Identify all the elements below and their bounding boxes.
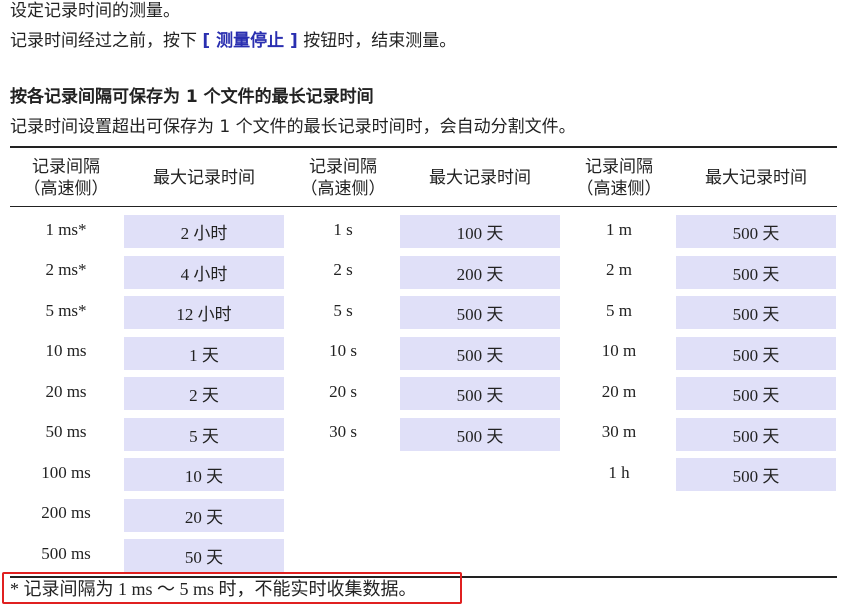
header-text: 记录间隔 (585, 157, 653, 177)
interval-cell: 5 s (333, 300, 353, 320)
max-time-cell: 2 小时 (124, 215, 284, 248)
interval-cell: 20 m (601, 381, 637, 401)
interval-cell: 200 ms (41, 503, 91, 522)
header-interval: 记录间隔 （高速侧） (288, 152, 398, 204)
intro-text: 记录时间经过之前，按下 (10, 31, 203, 51)
interval-cell: 100 ms (41, 462, 91, 482)
table-bottom-rule (10, 576, 837, 578)
interval-cell: 30 s (329, 422, 357, 441)
max-time-cell: 500 天 (400, 336, 560, 370)
max-time-cell: 500 天 (400, 417, 560, 451)
interval-cell: 20 s (329, 381, 357, 401)
max-time-cell: 5 天 (124, 417, 284, 451)
header-text: 记录间隔 (309, 157, 377, 177)
interval-cell: 1 h (608, 462, 630, 482)
max-time-cell: 2 天 (124, 377, 284, 410)
interval-cell: 10 s (329, 341, 357, 360)
intro-line-1: 设定记录时间的测量。 (10, 1, 180, 21)
max-time-cell: 500 天 (676, 296, 836, 329)
interval-cell: 5 ms* (45, 300, 87, 320)
interval-cell: 2 m (606, 260, 632, 279)
interval-cell: 5 m (606, 300, 632, 320)
interval-cell: 2 s (333, 260, 353, 279)
interval-cell: 10 m (601, 341, 637, 360)
interval-cell: 1 ms* (45, 219, 87, 239)
header-interval: 记录间隔 （高速侧） (564, 152, 674, 204)
max-time-cell: 20 天 (124, 498, 284, 532)
section-description: 记录时间设置超出可保存为 1 个文件的最长记录时间时，会自动分割文件。 (10, 117, 576, 137)
footnote: * 记录间隔为 1 ms ～ 5 ms 时，不能实时收集数据。 (2, 572, 462, 604)
max-time-cell: 500 天 (676, 255, 836, 289)
max-time-cell: 12 小时 (124, 296, 284, 329)
table-top-rule (10, 146, 837, 148)
header-max-time: 最大记录时间 (429, 168, 531, 188)
table-header-rule (10, 206, 837, 207)
max-time-cell: 500 天 (400, 377, 560, 410)
max-time-cell: 500 天 (676, 215, 836, 248)
interval-cell: 20 ms (45, 381, 87, 401)
max-time-cell: 1 天 (124, 336, 284, 370)
max-time-cell: 500 天 (676, 458, 836, 491)
max-time-cell: 500 天 (400, 296, 560, 329)
interval-cell: 500 ms (41, 543, 91, 563)
max-time-cell: 500 天 (676, 377, 836, 410)
max-time-cell: 100 天 (400, 215, 560, 248)
interval-cell: 50 ms (45, 422, 87, 441)
interval-cell: 1 m (606, 219, 632, 239)
interval-cell: 30 m (601, 422, 637, 441)
stop-measurement-button-ref: [ 测量停止 ] (202, 31, 298, 51)
intro-text: 按钮时，结束测量。 (297, 31, 457, 51)
header-text: 记录间隔 (32, 157, 100, 177)
header-max-time: 最大记录时间 (705, 168, 807, 188)
interval-cell: 1 s (333, 219, 353, 239)
section-heading: 按各记录间隔可保存为 1 个文件的最长记录时间 (10, 87, 374, 107)
max-time-cell: 4 小时 (124, 255, 284, 289)
max-time-cell: 200 天 (400, 255, 560, 289)
interval-cell: 10 ms (45, 341, 87, 360)
max-time-cell: 50 天 (124, 539, 284, 572)
max-time-cell: 500 天 (676, 336, 836, 370)
max-time-cell: 10 天 (124, 458, 284, 491)
header-max-time: 最大记录时间 (153, 168, 255, 188)
interval-cell: 2 ms* (45, 260, 87, 279)
header-interval: 记录间隔 （高速侧） (10, 152, 122, 204)
header-text: （高速侧） (23, 179, 109, 199)
intro-line-2: 记录时间经过之前，按下 [ 测量停止 ] 按钮时，结束测量。 (10, 26, 456, 51)
header-text: （高速侧） (300, 179, 386, 199)
header-text: （高速侧） (576, 179, 662, 199)
max-time-cell: 500 天 (676, 417, 836, 451)
